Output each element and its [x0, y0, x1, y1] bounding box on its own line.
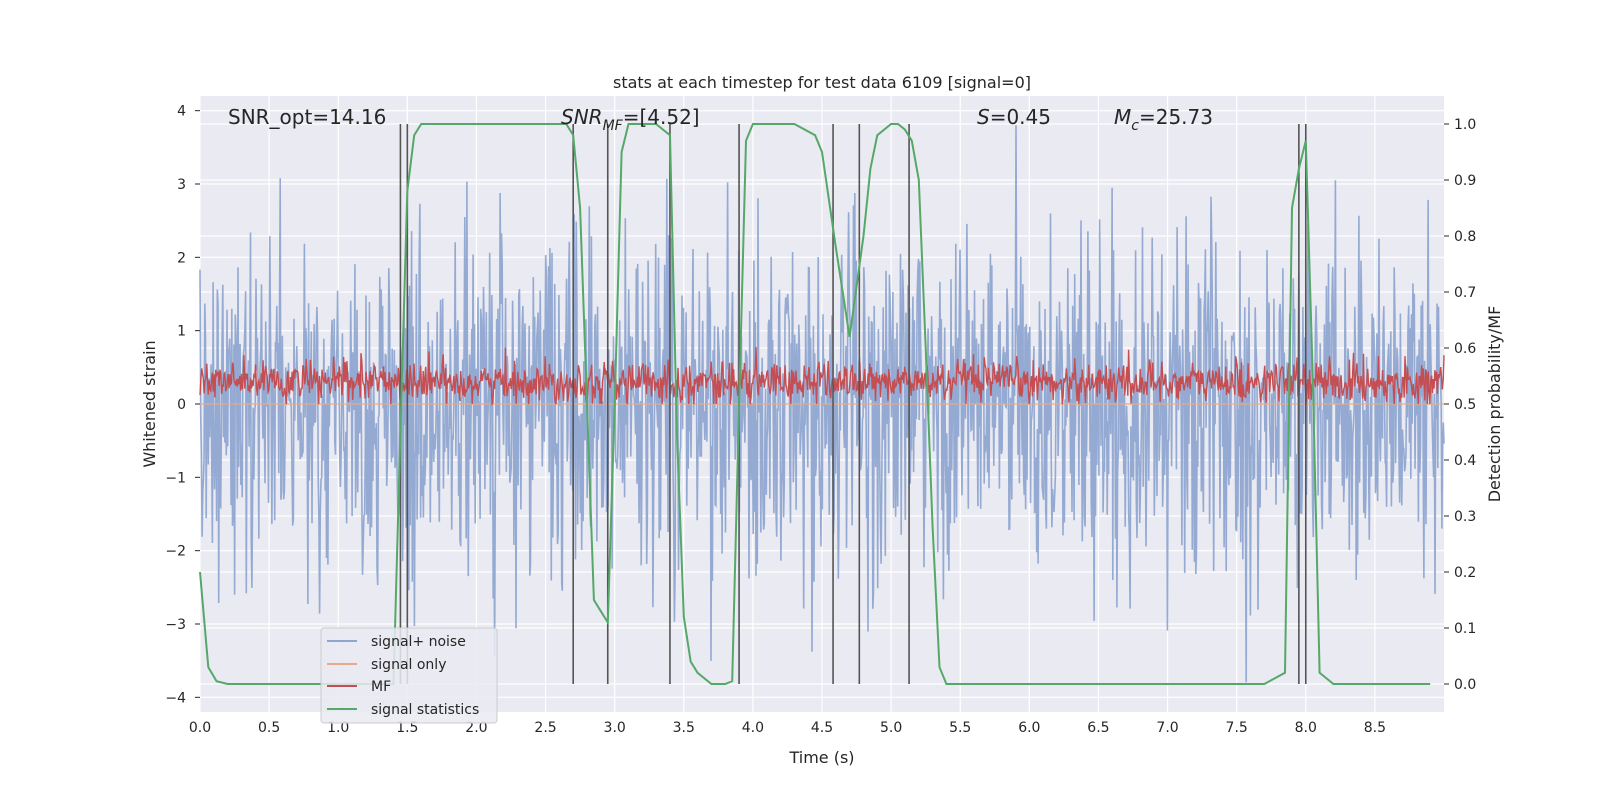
y-right-tick-label: 0.2 [1454, 565, 1476, 581]
y-right-tick-label: 0.6 [1454, 341, 1476, 357]
chart-title: stats at each timestep for test data 610… [613, 73, 1031, 92]
x-tick-label: 1.5 [396, 720, 418, 736]
y-left-tick-label: 4 [177, 104, 186, 120]
y-left-tick-label: −2 [165, 544, 186, 560]
x-tick-label: 8.0 [1295, 720, 1317, 736]
annotation-s: S=0.45 [977, 105, 1051, 129]
y-right-tick-label: 0.9 [1454, 173, 1476, 189]
x-tick-label: 6.5 [1087, 720, 1109, 736]
x-tick-label: 2.0 [465, 720, 487, 736]
annotation-mc-sub: c [1131, 118, 1139, 134]
y-right-tick-label: 0.3 [1454, 509, 1476, 525]
y-axis-label-left: Whitened strain [140, 340, 159, 467]
x-tick-label: 5.5 [949, 720, 971, 736]
y-left-tick-label: 1 [177, 324, 186, 340]
series-line-signal-statistics [199, 123, 1431, 685]
y-left-tick-label: −4 [165, 690, 186, 706]
y-left-tick-label: 0 [177, 397, 186, 413]
y-left-tick-label: −3 [165, 617, 186, 633]
x-tick-label: 4.0 [742, 720, 764, 736]
legend-label-signal-statistics: signal statistics [371, 702, 479, 718]
legend-box [320, 627, 498, 724]
annotation-snr-opt: SNR_opt=14.16 [228, 105, 386, 129]
series-signal-statistics [199, 123, 1431, 685]
legend-label-mf: MF [371, 679, 391, 695]
x-tick-label: 0.5 [258, 720, 280, 736]
annotation-mc-prefix: M [1114, 105, 1131, 129]
y-right-tick-label: 0.8 [1454, 229, 1476, 245]
y-right-tick-label: 0.5 [1454, 397, 1476, 413]
y-right-tick-label: 0.0 [1454, 677, 1476, 693]
annotation-mc-value: =25.73 [1139, 105, 1213, 129]
legend-label-signal-noise: signal+ noise [371, 634, 466, 650]
y-right-tick-label: 0.1 [1454, 621, 1476, 637]
annotation-snr-mf-prefix: SNR [561, 105, 603, 129]
annotation-snr-mf-value: =[4.52] [623, 105, 700, 129]
x-tick-label: 2.5 [534, 720, 556, 736]
y-right-tick-label: 0.4 [1454, 453, 1476, 469]
x-tick-label: 7.5 [1226, 720, 1248, 736]
x-tick-label: 3.0 [604, 720, 626, 736]
legend: signal+ noise signal only MF signal stat… [320, 627, 498, 724]
annotation-snr-mf-sub: MF [603, 118, 624, 134]
y-left-tick-label: 2 [177, 250, 186, 266]
x-tick-label: 1.0 [327, 720, 349, 736]
x-tick-label: 0.0 [189, 720, 211, 736]
x-tick-label: 7.0 [1156, 720, 1178, 736]
annotation-snr-mf: SNRMF=[4.52] [561, 105, 700, 134]
y-right-tick-label: 0.7 [1454, 285, 1476, 301]
y-left-tick-label: 3 [177, 177, 186, 193]
annotation-mc: Mc=25.73 [1114, 105, 1213, 134]
x-tick-label: 6.0 [1018, 720, 1040, 736]
y-left-tick-label: −1 [165, 470, 186, 486]
y-right-tick-label: 1.0 [1454, 117, 1476, 133]
x-tick-label: 3.5 [673, 720, 695, 736]
axis-ticks: 0.0 0.5 1.0 1.5 2.0 2.5 3.0 3.5 4.0 4.5 5.0 5.5 6.0 6… [165, 104, 1476, 736]
legend-label-signal-only: signal only [371, 657, 446, 673]
x-tick-label: 8.5 [1364, 720, 1386, 736]
annotation-s-prefix: S [977, 105, 990, 129]
y-axis-label-right: Detection probability/MF [1485, 306, 1504, 503]
x-axis-label: Time (s) [788, 748, 854, 767]
annotation-s-value: =0.45 [990, 105, 1051, 129]
x-tick-label: 4.5 [811, 720, 833, 736]
x-tick-label: 5.0 [880, 720, 902, 736]
